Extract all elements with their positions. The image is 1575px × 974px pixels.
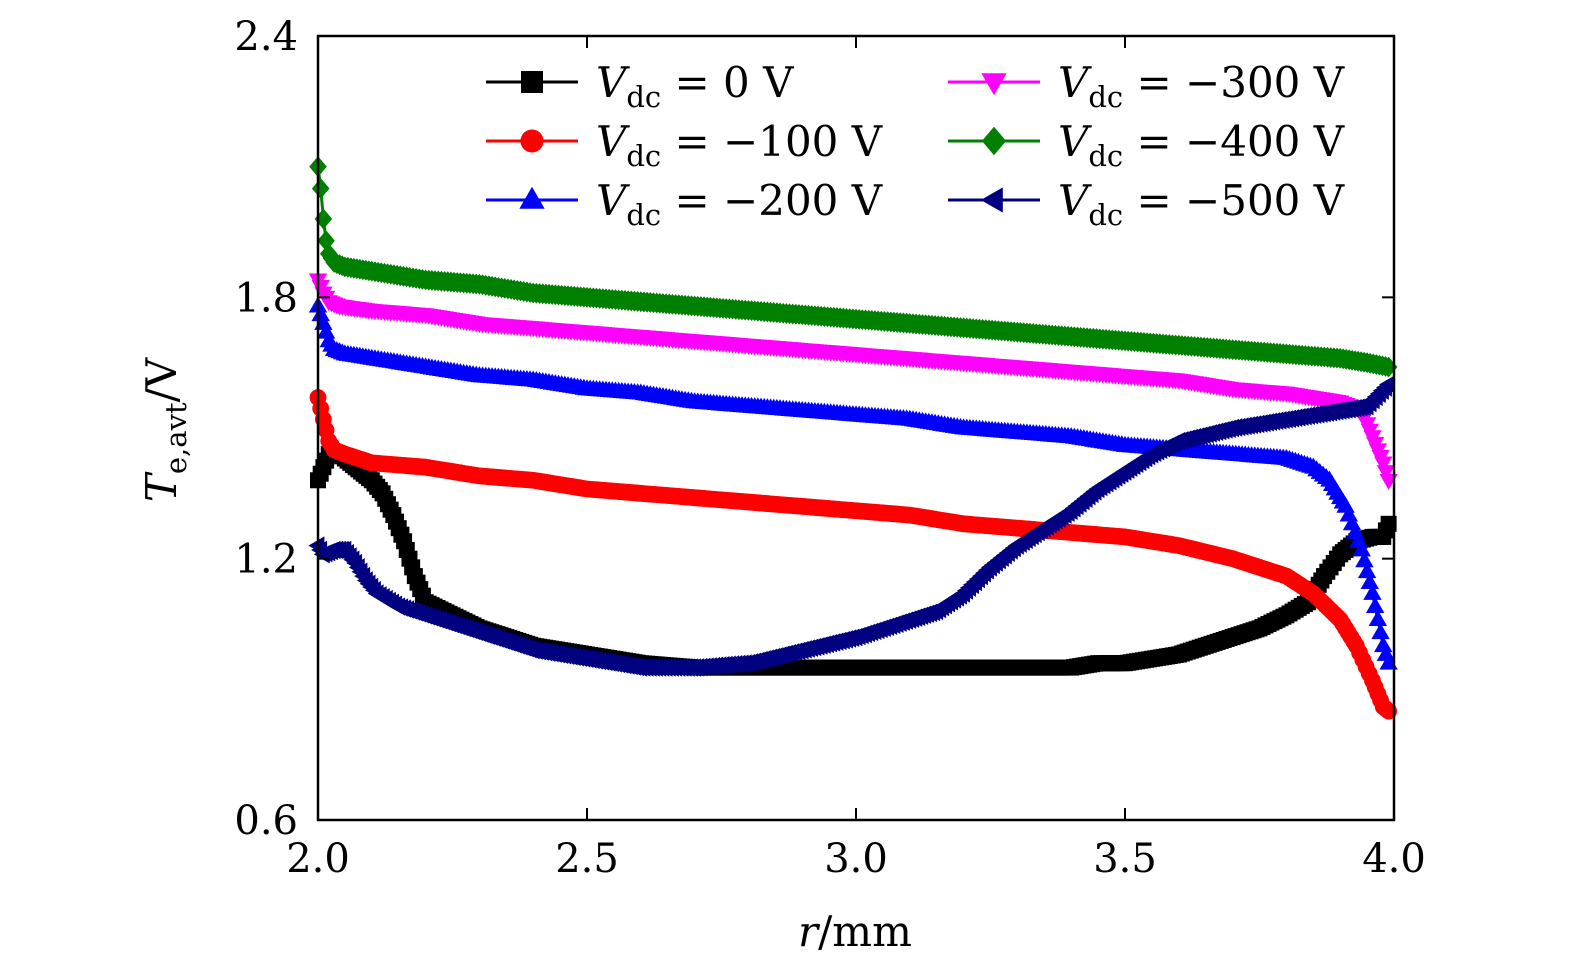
legend-item: Vdc = −200 V xyxy=(486,176,883,232)
x-tick-label: 3.0 xyxy=(824,836,888,882)
series-layer xyxy=(308,156,1398,720)
data-point xyxy=(1371,623,1390,640)
legend-marker xyxy=(521,71,543,93)
y-axis-title: Te,avt/V xyxy=(137,357,193,502)
series-5 xyxy=(308,375,1396,677)
legend-label: Vdc = 0 V xyxy=(596,58,794,114)
data-point xyxy=(1374,456,1393,473)
legend-item: Vdc = −300 V xyxy=(948,58,1345,114)
data-point xyxy=(314,208,333,230)
data-point xyxy=(1352,540,1371,557)
data-point xyxy=(1379,375,1396,394)
x-tick-label: 2.5 xyxy=(555,836,619,882)
legend-label: Vdc = −200 V xyxy=(596,176,883,232)
data-point xyxy=(1365,596,1385,613)
legend-marker xyxy=(520,129,544,153)
legend-item: Vdc = −100 V xyxy=(486,117,883,173)
data-point xyxy=(1355,551,1374,568)
legend-marker xyxy=(519,186,545,209)
ticks-layer: 2.0 2.5 3.0 3.5 4.0 0.6 1.2 1.8 2.4 xyxy=(234,14,1425,882)
data-point xyxy=(311,178,330,199)
data-point xyxy=(1357,562,1377,579)
y-tick-label: 1.2 xyxy=(234,537,298,583)
x-tick-label: 4.0 xyxy=(1362,836,1426,882)
legend-item: Vdc = −400 V xyxy=(948,117,1345,173)
legend-label: Vdc = −100 V xyxy=(596,117,883,173)
legend-item: Vdc = −500 V xyxy=(948,176,1345,232)
legend-label: Vdc = −400 V xyxy=(1058,117,1345,173)
legend-label: Vdc = −300 V xyxy=(1058,58,1345,114)
data-point xyxy=(1368,610,1388,627)
data-point xyxy=(317,230,335,252)
x-tick-label: 3.5 xyxy=(1093,836,1157,882)
legend-marker xyxy=(981,73,1007,96)
data-point xyxy=(1379,356,1398,378)
data-point xyxy=(1374,636,1393,653)
data-point xyxy=(1360,573,1379,590)
series-1 xyxy=(309,389,1398,720)
series-3 xyxy=(308,273,1398,490)
legend-marker xyxy=(981,126,1007,156)
x-axis-title: r/mm xyxy=(798,907,912,956)
legend-label: Vdc = −500 V xyxy=(1058,176,1345,232)
series-4 xyxy=(309,156,1398,378)
y-tick-label: 0.6 xyxy=(234,798,298,844)
legend-item: Vdc = 0 V xyxy=(486,58,794,114)
data-point xyxy=(1363,583,1382,600)
data-point xyxy=(1376,644,1396,661)
data-point xyxy=(311,305,330,322)
legend-marker xyxy=(980,187,1003,213)
data-point xyxy=(1380,515,1397,532)
data-point xyxy=(316,322,336,339)
y-tick-label: 2.4 xyxy=(234,14,298,60)
x-tick-label: 2.0 xyxy=(286,836,350,882)
y-tick-label: 1.8 xyxy=(234,275,298,321)
data-point xyxy=(1376,465,1396,482)
